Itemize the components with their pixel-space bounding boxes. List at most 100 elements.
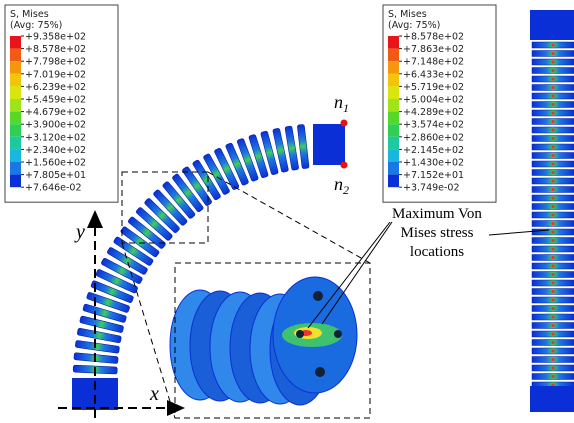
- hot-spot: [551, 137, 554, 140]
- straight-spring: [532, 42, 574, 388]
- color-band: [388, 112, 399, 125]
- axis-label: x: [149, 383, 159, 405]
- legend-entry: +7.646e-02: [25, 183, 82, 194]
- color-band: [10, 149, 21, 162]
- hot-spot: [551, 111, 554, 114]
- hot-spot: [551, 307, 554, 310]
- color-band: [10, 162, 21, 175]
- color-band: [388, 61, 399, 74]
- coil: [297, 124, 309, 169]
- legend-entry: +7.805e+01: [25, 170, 86, 181]
- hot-spot: [551, 349, 554, 352]
- hot-spot: [551, 145, 554, 148]
- legend-entry: +6.433e+02: [403, 69, 464, 80]
- color-band: [388, 124, 399, 137]
- axis-label: y: [74, 221, 85, 243]
- legend-entry: +3.900e+02: [25, 120, 86, 131]
- hot-spot: [551, 162, 554, 165]
- hot-spot: [551, 52, 554, 55]
- hot-spot: [551, 332, 554, 335]
- hot-spot: [551, 256, 554, 259]
- legend-entry: +4.289e+02: [403, 107, 464, 118]
- node-label: n1: [334, 92, 349, 115]
- legend-entry: +8.578e+02: [25, 44, 86, 55]
- hot-spot: [551, 239, 554, 242]
- legend-entry: +7.148e+02: [403, 57, 464, 68]
- hot-spot: [551, 128, 554, 131]
- color-band: [10, 124, 21, 137]
- legend: S, Mises(Avg: 75%)+8.578e+02+7.863e+02+7…: [383, 5, 496, 202]
- legend-entry: +6.239e+02: [25, 82, 86, 93]
- legend-title: S, Mises: [388, 9, 427, 20]
- hot-spot: [551, 77, 554, 80]
- legend-entry: +7.798e+02: [25, 57, 86, 68]
- legend-entry: +2.145e+02: [403, 145, 464, 156]
- hot-spot: [551, 375, 554, 378]
- legend: S, Mises(Avg: 75%)+9.358e+02+8.578e+02+7…: [5, 5, 118, 202]
- color-band: [388, 36, 399, 49]
- legend-entry: +7.019e+02: [25, 69, 86, 80]
- color-band: [388, 86, 399, 99]
- hot-spot: [551, 196, 554, 199]
- color-band: [10, 86, 21, 99]
- svg-text:Mises stress: Mises stress: [401, 225, 474, 241]
- hot-spot: [551, 230, 554, 233]
- coil: [75, 340, 120, 353]
- node-label: n2: [334, 174, 349, 197]
- legend-entry: +7.152e+01: [403, 170, 464, 181]
- legend-entry: +1.560e+02: [25, 158, 86, 169]
- node-dot: [341, 162, 348, 169]
- color-band: [10, 112, 21, 125]
- hot-spot: [551, 358, 554, 361]
- legend-entry: +5.004e+02: [403, 95, 464, 106]
- color-band: [10, 74, 21, 87]
- legend-subtitle: (Avg: 75%): [388, 20, 440, 31]
- color-band: [388, 137, 399, 150]
- legend-entry: +2.340e+02: [25, 145, 86, 156]
- color-band: [388, 149, 399, 162]
- legend-entry: +7.863e+02: [403, 44, 464, 55]
- end-block: [313, 124, 345, 165]
- hot-spot: [551, 179, 554, 182]
- color-band: [10, 99, 21, 112]
- legend-entry: +5.459e+02: [25, 95, 86, 106]
- figure: y x n1 n2 Maximum Von Mises stress locat…: [0, 0, 574, 423]
- zoom-line: [122, 243, 175, 418]
- bottom-block: [530, 386, 574, 412]
- hot-spot: [551, 222, 554, 225]
- color-band: [388, 175, 399, 188]
- legend-entry: +3.574e+02: [403, 120, 464, 131]
- top-block: [530, 10, 574, 40]
- hot-spot: [551, 188, 554, 191]
- hot-spot: [551, 324, 554, 327]
- hot-spot: [551, 69, 554, 72]
- hot-spot: [551, 298, 554, 301]
- hot-spot: [551, 205, 554, 208]
- hot-spot: [551, 43, 554, 46]
- annotation: Maximum Von Mises stress locations: [392, 206, 482, 260]
- legend-subtitle: (Avg: 75%): [10, 20, 62, 31]
- hot-spot: [551, 366, 554, 369]
- hot-spot: [551, 103, 554, 106]
- color-band: [10, 175, 21, 188]
- legend-entry: +5.719e+02: [403, 82, 464, 93]
- hot-spot: [551, 290, 554, 293]
- hot-spot: [551, 60, 554, 63]
- color-band: [388, 49, 399, 62]
- hot-spot: [551, 86, 554, 89]
- node-dot: [341, 120, 348, 127]
- color-band: [388, 99, 399, 112]
- hot-spot: [551, 264, 554, 267]
- hot-spot: [551, 171, 554, 174]
- hot-spot: [551, 154, 554, 157]
- hot-spot: [551, 120, 554, 123]
- hot-spot: [551, 213, 554, 216]
- color-band: [388, 74, 399, 87]
- coil: [74, 353, 118, 364]
- color-band: [10, 36, 21, 49]
- hot-spot: [551, 281, 554, 284]
- hot-spot: [551, 315, 554, 318]
- hot-spot: [551, 247, 554, 250]
- svg-text:locations: locations: [410, 244, 464, 260]
- svg-text:Maximum Von: Maximum Von: [392, 206, 482, 222]
